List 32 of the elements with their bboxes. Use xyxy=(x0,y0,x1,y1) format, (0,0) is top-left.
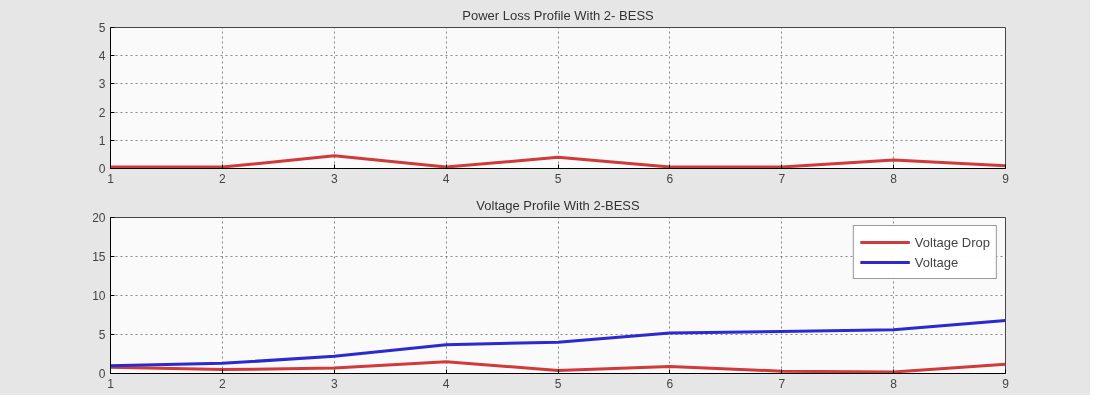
y-tick-label: 5 xyxy=(98,21,106,35)
y-tick-label: 5 xyxy=(98,328,106,342)
x-tick-label: 7 xyxy=(778,171,786,186)
y-tick-label: 20 xyxy=(92,211,106,225)
y-tick-label: 2 xyxy=(98,105,106,120)
y-tick-label: 4 xyxy=(98,49,106,64)
legend-label: Voltage Drop xyxy=(914,234,990,250)
y-tick-label: 0 xyxy=(98,162,106,176)
x-tick-label: 3 xyxy=(330,376,338,391)
x-tick-label: 4 xyxy=(442,171,450,186)
x-tick-label: 9 xyxy=(1002,376,1010,391)
y-tick-label: 1 xyxy=(98,133,106,148)
y-tick-label: 3 xyxy=(98,77,106,92)
x-tick-label: 9 xyxy=(1002,171,1010,186)
legend-label: Voltage xyxy=(914,254,959,270)
x-tick-label: 7 xyxy=(778,376,786,391)
y-tick-label: 10 xyxy=(92,289,106,303)
y-tick-label: 0 xyxy=(98,367,106,381)
chart-title: Voltage Profile With 2-BESS xyxy=(476,197,640,213)
x-tick-label: 6 xyxy=(666,376,674,391)
y-tick-label: 15 xyxy=(92,250,106,264)
x-tick-label: 2 xyxy=(219,171,227,186)
chart-title: Power Loss Profile With 2- BESS xyxy=(462,7,655,23)
x-tick-label: 2 xyxy=(219,376,227,391)
x-tick-label: 8 xyxy=(890,376,898,391)
line-series xyxy=(110,318,1006,368)
x-tick-label: 4 xyxy=(442,376,450,391)
x-tick-label: 5 xyxy=(554,376,562,391)
x-tick-label: 6 xyxy=(666,171,674,186)
x-tick-label: 3 xyxy=(330,171,338,186)
x-tick-label: 5 xyxy=(554,171,562,186)
x-tick-label: 8 xyxy=(890,171,898,186)
